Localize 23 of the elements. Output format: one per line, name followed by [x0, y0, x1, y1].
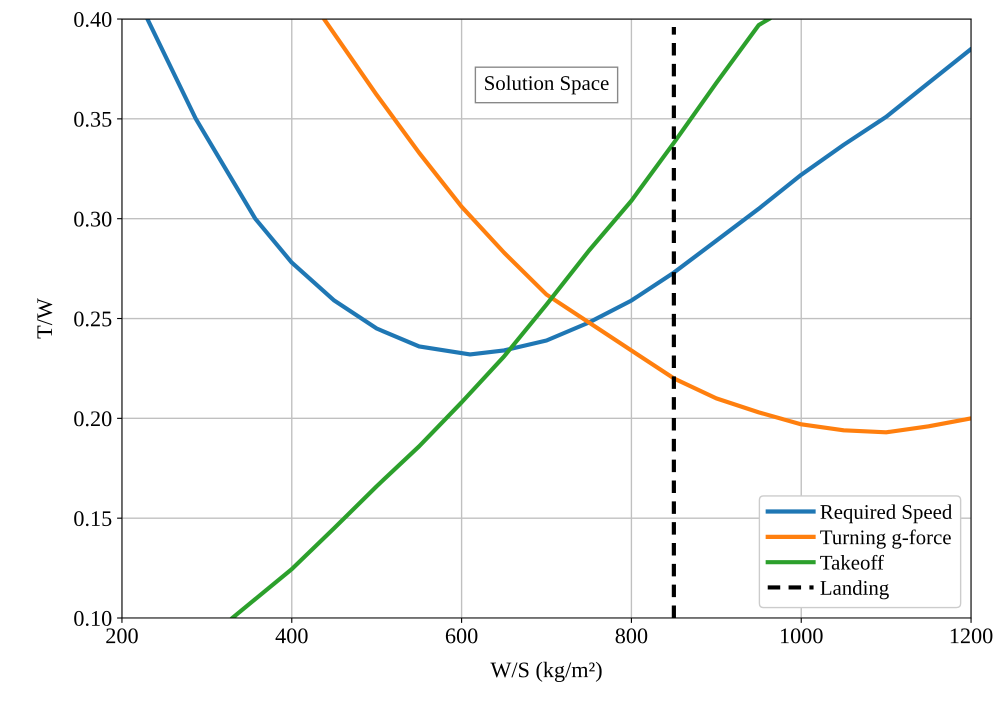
y-tick-label: 0.15: [74, 511, 112, 526]
legend-label: Landing: [820, 580, 889, 600]
y-tick-label: 0.40: [74, 12, 112, 28]
y-tick-label: 0.25: [74, 311, 112, 327]
y-tick-label: 0.35: [74, 112, 112, 127]
x-axis-title: W/S (kg/m²): [490, 662, 602, 682]
x-tick-label: 600: [446, 628, 478, 644]
x-tick-label: 200: [106, 628, 138, 644]
legend-label: Required Speed: [820, 504, 952, 524]
line-series: [230, 19, 772, 618]
legend-label: Takeoff: [820, 554, 884, 570]
x-tick-label: 800: [616, 628, 648, 644]
x-tick-label: 400: [276, 628, 308, 644]
annotation: Solution Space: [485, 75, 609, 94]
line-series: [145, 19, 972, 357]
legend-label: Turning g-force: [820, 529, 951, 549]
y-axis-title: T/W: [37, 298, 52, 338]
y-tick-label: 0.30: [74, 212, 112, 227]
y-tick-label: 0.20: [74, 411, 112, 426]
x-tick-label: 1200: [950, 628, 992, 644]
y-tick-label: 0.10: [74, 610, 112, 626]
line-series: [322, 19, 972, 434]
x-tick-label: 1000: [780, 628, 823, 644]
